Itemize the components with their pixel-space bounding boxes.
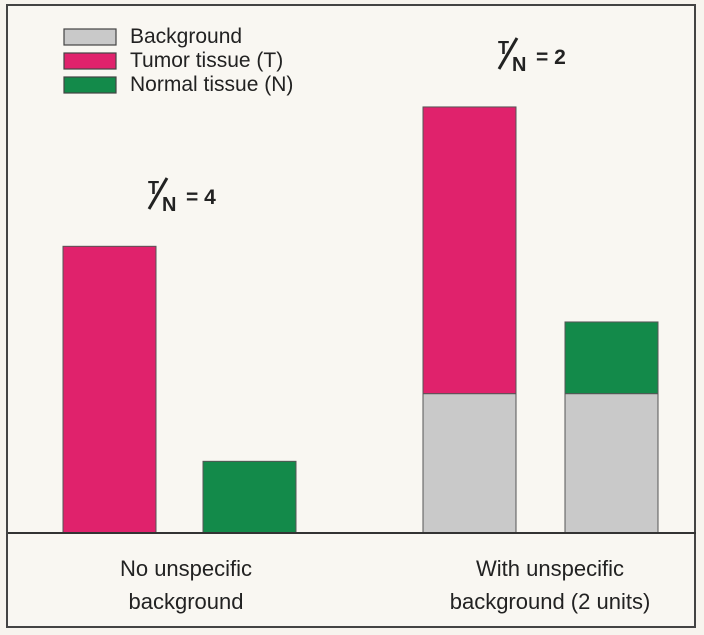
group-label-1: No unspecific background [120,556,252,614]
legend-swatch-normal [63,76,117,94]
bar-g2-b1-background [422,393,517,534]
legend-swatch-background [63,28,117,46]
bars [62,106,659,534]
legend-label-tumor: Tumor tissue (T) [130,49,283,72]
legend-label-normal: Normal tissue (N) [130,73,293,96]
ratio-annotations: TN = 4TN = 2 [147,37,566,216]
group-labels: No unspecific background With unspecific ba… [120,556,650,614]
ratio-numerator: T [498,38,509,58]
bar-g2-b2-normal [564,321,659,395]
ratio-value: = 4 [186,186,216,209]
bar-g1-b2-normal [202,460,297,534]
ratio-fraction-slash [497,37,519,70]
ratio-denominator: N [512,54,526,76]
group-label-2: With unspecific background (2 units) [450,556,651,614]
bar-g2-b2-background [564,393,659,534]
bar-g1-b1-tumor [62,245,157,534]
ratio-value: = 2 [536,46,566,69]
ratio-annotation-1: TN = 4 [147,177,216,216]
legend-label-background: Background [130,25,242,48]
ratio-denominator: N [162,194,176,216]
ratio-numerator: T [148,178,159,198]
legend-swatch-tumor [63,52,117,70]
ratio-annotation-2: TN = 2 [497,37,566,76]
bar-g2-b1-tumor [422,106,517,395]
ratio-fraction-slash [147,177,169,210]
